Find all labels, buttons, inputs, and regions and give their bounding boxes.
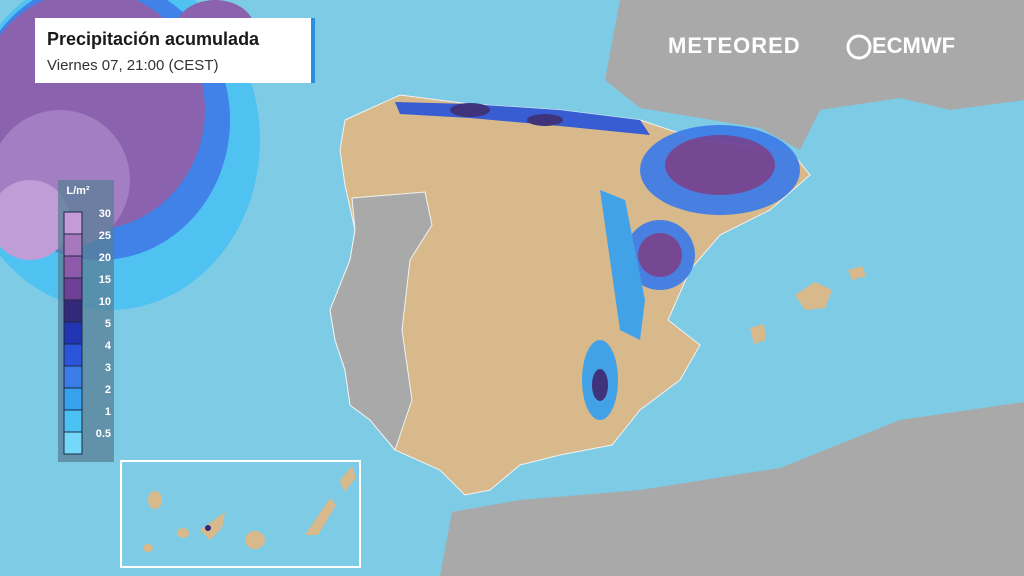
legend-unit: L/m²	[66, 185, 90, 197]
land-france	[605, 0, 1024, 150]
legend-label: 10	[99, 296, 111, 308]
legend-swatch	[63, 409, 83, 433]
legend-label: 15	[99, 274, 111, 286]
island-mallorca	[795, 282, 832, 310]
canary-precip	[205, 525, 211, 531]
title-box	[35, 18, 315, 83]
legend-label: 1	[105, 406, 111, 418]
legend-label: 4	[105, 340, 112, 352]
island-ibiza	[750, 324, 766, 344]
legend-swatch	[63, 431, 83, 455]
legend-swatch	[63, 321, 83, 345]
legend-swatch	[63, 233, 83, 257]
land-portugal	[329, 191, 433, 452]
title: Precipitación acumulada	[47, 29, 260, 49]
legend-label: 20	[99, 252, 111, 264]
canary-islands	[143, 466, 356, 552]
legend-swatch	[63, 343, 83, 367]
model-logo-icon	[846, 34, 872, 60]
legend-swatch	[63, 365, 83, 389]
legend: 30 25 20 15 10 5 4 3 2 1 0.5	[63, 208, 112, 455]
legend-swatch	[63, 255, 83, 279]
model-logo: ECMWF	[872, 33, 955, 58]
subtitle: Viernes 07, 21:00 (CEST)	[47, 57, 218, 74]
island-menorca	[848, 266, 866, 280]
land-africa	[440, 402, 1024, 576]
legend-label: 30	[99, 208, 111, 220]
legend-swatch	[63, 277, 83, 301]
legend-label: 3	[105, 362, 111, 374]
legend-label: 0.5	[96, 428, 111, 440]
title-accent	[311, 18, 315, 83]
legend-swatch	[63, 299, 83, 323]
legend-swatch	[63, 211, 83, 235]
provider-logo: METEORED	[668, 33, 801, 58]
legend-label: 2	[105, 384, 111, 396]
legend-label: 25	[99, 230, 111, 242]
legend-label: 5	[105, 318, 111, 330]
legend-swatch	[63, 387, 83, 411]
